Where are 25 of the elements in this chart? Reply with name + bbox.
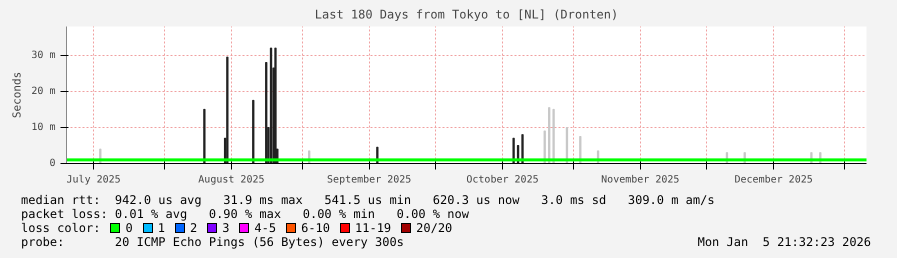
chart-title: Last 180 Days from Tokyo to [NL] (Dronten)	[314, 8, 618, 22]
legend-label: 0	[125, 221, 133, 235]
x-tick-label: August 2025	[198, 174, 265, 186]
x-tick-label: October 2025	[466, 174, 539, 186]
y-tick-label: 20 m	[31, 86, 56, 97]
legend-label: 4-5	[254, 221, 276, 235]
legend-label: 11-19	[355, 221, 392, 235]
y-tick-label: 0	[49, 158, 56, 169]
text: packet loss: 0.01 % avg 0.90 % max 0.00 % min 0.00 % now	[21, 207, 470, 221]
text: probe: 20 ICMP Echo Pings (56 Bytes) every 300s	[21, 235, 404, 249]
legend-label: 20/20	[416, 221, 452, 235]
y-tick-label: 10 m	[31, 122, 56, 133]
legend-label: 2	[190, 221, 198, 235]
legend-label: 1	[158, 221, 165, 235]
y-tick-label: 30 m	[31, 50, 56, 61]
x-tick-label: September 2025	[327, 174, 412, 186]
x-tick-label: November 2025	[601, 174, 680, 186]
text: median rtt: 942.0 us avg 31.9 ms max 541.5 us min 620.3 us now 3.0 ms sd 309.0 m am/s	[21, 193, 716, 207]
text: Mon Jan 5 21:32:23 2026	[698, 235, 871, 249]
legend-label: 6-10	[301, 221, 330, 235]
legend-label: 3	[222, 221, 230, 235]
y-axis-title: Seconds	[10, 72, 24, 118]
x-tick-label: July 2025	[66, 174, 121, 186]
legend-title: loss color:	[21, 221, 100, 235]
x-tick-label: December 2025	[734, 174, 813, 186]
